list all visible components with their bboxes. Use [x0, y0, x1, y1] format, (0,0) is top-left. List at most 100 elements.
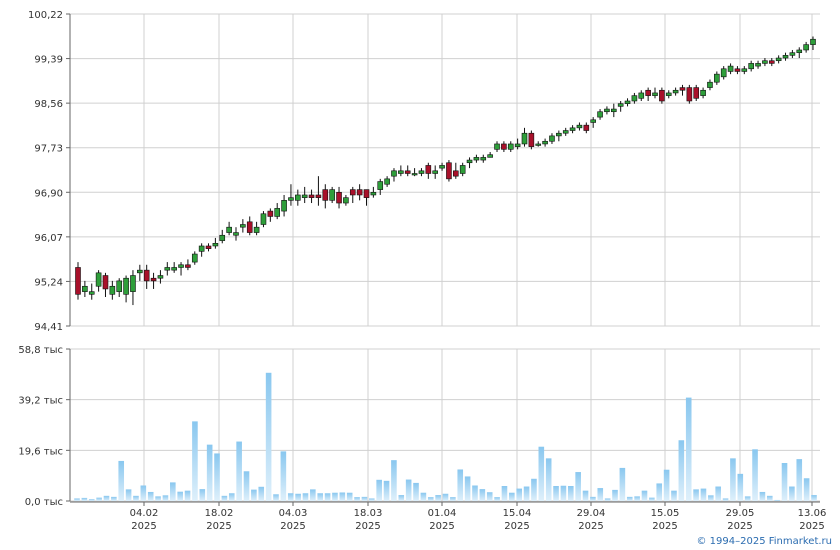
candle-body	[363, 189, 370, 198]
volume-bar	[324, 493, 331, 501]
candle-body	[384, 178, 390, 185]
candle-body	[487, 154, 493, 158]
volume-bar	[398, 495, 405, 501]
candle-body	[672, 89, 679, 94]
candle-body	[734, 68, 741, 72]
volume-bar	[442, 493, 449, 501]
volume-bar	[346, 492, 353, 501]
volume-bar	[273, 494, 279, 501]
candle-body	[301, 194, 308, 198]
price-y-axis: 94,41 95,24 96,07 96,90 97,73 98,56 99,39 100,2…	[28, 10, 71, 333]
candle-body	[308, 194, 315, 198]
candle-body	[164, 267, 171, 271]
volume-bar	[192, 421, 198, 501]
x-tick-date-label: 29.05	[726, 508, 755, 519]
candle-body	[569, 127, 576, 131]
x-tick-year-label: 2025	[578, 521, 603, 532]
candle-body	[789, 52, 796, 56]
volume-bar	[796, 459, 803, 501]
volume-y-tick-label: 39,2 тыс	[18, 396, 63, 407]
candle-body	[521, 132, 528, 145]
x-tick-year-label: 2025	[652, 521, 677, 532]
candle-body	[123, 277, 129, 295]
volume-bar	[162, 495, 169, 501]
volume-bar	[361, 496, 368, 501]
candle-body	[198, 245, 205, 252]
candle-body	[720, 68, 727, 78]
candle-body	[762, 60, 768, 64]
volume-y-axis: 0,0 тыс 19,6 тыс 39,2 тыс 58,8 тыс	[18, 345, 71, 508]
volume-bar	[685, 397, 692, 501]
candle-body	[281, 200, 287, 212]
candle-body	[370, 191, 377, 196]
volume-bar	[228, 493, 235, 501]
candle-body	[652, 92, 658, 96]
candle-body	[212, 243, 219, 247]
volume-y-tick-label: 19,6 тыс	[18, 446, 63, 457]
candle-body	[645, 89, 651, 96]
candle-body	[624, 100, 631, 104]
candle-body	[597, 111, 603, 118]
volume-bar	[369, 498, 375, 501]
volume-bar	[708, 495, 714, 501]
x-tick-date-label: 18.03	[354, 508, 383, 519]
candle-body	[686, 87, 693, 102]
volume-bar	[693, 489, 699, 501]
candle-body	[665, 92, 672, 96]
volume-bar	[737, 473, 744, 501]
candle-body	[590, 119, 596, 123]
volume-bar	[295, 493, 301, 501]
candle-body	[233, 232, 239, 236]
volume-chart-grid	[70, 348, 820, 502]
volume-bar	[199, 489, 206, 501]
volume-bar	[96, 497, 102, 501]
volume-bar	[619, 467, 626, 501]
candle-body	[549, 135, 555, 142]
volume-bar	[656, 483, 663, 501]
volume-bar	[81, 497, 88, 501]
volume-bar	[700, 488, 707, 501]
volume-bar	[310, 489, 316, 501]
candle-body	[528, 132, 535, 147]
candle-body	[329, 189, 335, 201]
volume-bar	[641, 490, 648, 501]
volume-bar	[413, 482, 419, 501]
candle-body	[741, 68, 748, 72]
candle-body	[562, 130, 569, 134]
volume-bar	[383, 480, 390, 501]
candle-body	[700, 89, 706, 96]
volume-bar	[140, 485, 147, 501]
price-y-tick-label: 96,90	[34, 188, 63, 199]
copyright-notice[interactable]: © 1994–2025 Finmarket.ru	[696, 536, 832, 547]
volume-bar	[103, 495, 110, 501]
volume-bar	[479, 489, 486, 501]
candle-body	[205, 245, 212, 249]
price-y-tick-label: 97,73	[34, 144, 63, 155]
candle-body	[336, 191, 342, 204]
candle-body	[418, 170, 425, 174]
candle-body	[157, 275, 164, 279]
volume-bar	[155, 496, 161, 501]
candle-body	[775, 57, 782, 62]
x-tick-date-label: 13.06	[798, 508, 827, 519]
volume-bar	[317, 493, 324, 501]
candle-body	[391, 170, 397, 177]
candle-body	[583, 124, 590, 131]
volume-bar	[221, 495, 228, 501]
candle-body	[768, 60, 775, 64]
volume-bar	[280, 451, 287, 501]
candle-body	[707, 81, 713, 88]
candle-body	[432, 170, 438, 174]
candle-body	[75, 267, 81, 295]
volume-bar	[464, 476, 471, 501]
candle-body	[576, 124, 583, 129]
volume-bar	[486, 492, 493, 501]
candle-body	[109, 285, 116, 295]
x-tick-year-label: 2025	[799, 521, 824, 532]
volume-bar	[516, 488, 522, 501]
candle-body	[514, 143, 521, 147]
volume-bar	[523, 486, 530, 501]
volume-bar	[575, 472, 581, 501]
x-tick-date-label: 29.04	[577, 508, 606, 519]
